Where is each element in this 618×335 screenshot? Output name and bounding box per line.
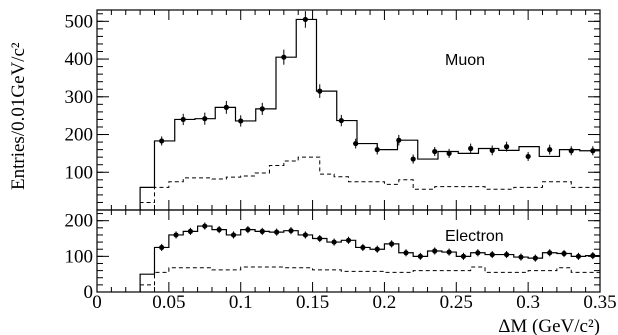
data-point <box>302 16 308 23</box>
data-point <box>288 228 294 234</box>
data-point <box>568 148 574 154</box>
x-tick-label: 0.3 <box>516 292 540 313</box>
y-tick-label: 200 <box>65 125 94 146</box>
data-point <box>561 250 567 257</box>
background-histogram <box>139 156 600 210</box>
data-point <box>245 227 251 233</box>
data-point <box>360 244 366 251</box>
data-point <box>475 250 481 256</box>
data-point <box>159 244 165 251</box>
data-point <box>180 116 186 123</box>
data-point <box>489 147 495 153</box>
data-point <box>173 232 179 238</box>
muon-panel-label: Muon <box>445 52 485 69</box>
data-point <box>202 116 208 122</box>
data-point <box>446 249 452 255</box>
x-tick-label: 0.15 <box>296 292 329 313</box>
y-axis-label: Entries/0.01GeV/c² <box>8 42 29 190</box>
data-point <box>525 153 531 160</box>
data-point <box>403 250 409 256</box>
data-point <box>317 235 323 242</box>
panel-frame <box>96 9 601 211</box>
data-point <box>389 241 395 247</box>
data-point <box>460 253 467 259</box>
data-point <box>353 140 359 147</box>
data-point <box>518 254 524 260</box>
y-tick-label: 300 <box>65 87 94 108</box>
y-tick-label: 100 <box>65 246 94 267</box>
data-point <box>274 229 280 235</box>
x-tick-label: 0.25 <box>440 292 473 313</box>
electron-panel-label: Electron <box>445 228 504 245</box>
panel-frame <box>96 209 601 293</box>
data-point <box>302 232 308 238</box>
data-point <box>503 251 510 258</box>
data-point <box>590 148 596 154</box>
data-point <box>446 150 452 156</box>
data-histogram <box>139 225 600 292</box>
data-point <box>532 255 538 261</box>
x-tick-label: 0.2 <box>373 292 397 313</box>
data-point <box>223 104 229 110</box>
data-point <box>590 253 596 259</box>
y-tick-label: 400 <box>65 49 94 70</box>
data-point <box>468 145 474 152</box>
y-tick-label: 500 <box>65 11 94 32</box>
data-point <box>489 251 495 258</box>
x-axis-label: ΔM (GeV/c²) <box>498 316 600 335</box>
data-point <box>396 137 402 143</box>
data-point <box>331 239 337 245</box>
data-point <box>575 253 582 259</box>
data-point <box>345 237 352 243</box>
x-tick-label: 0.35 <box>583 292 616 313</box>
data-point <box>216 227 222 233</box>
background-histogram <box>139 266 600 292</box>
data-point <box>432 148 438 155</box>
data-point <box>410 156 416 162</box>
data-point <box>159 138 165 144</box>
data-point <box>259 106 265 112</box>
x-axis: 0 0.05 0.1 0.15 0.2 0.25 0.3 0.35 <box>92 292 616 313</box>
data-point <box>238 118 244 124</box>
data-point <box>317 88 323 94</box>
data-point <box>338 117 344 124</box>
x-tick-label: 0.05 <box>152 292 185 313</box>
data-point <box>259 228 265 234</box>
data-point <box>503 144 510 150</box>
data-point <box>374 246 380 252</box>
data-point <box>187 228 194 234</box>
electron-panel: 0 100 200 <box>65 209 601 303</box>
y-tick-label: 200 <box>65 211 94 232</box>
muon-panel: 100 200 300 400 500 <box>65 9 601 211</box>
data-point <box>230 232 237 238</box>
data-point <box>417 253 423 259</box>
x-tick-label: 0 <box>92 292 102 313</box>
data-point <box>202 223 208 229</box>
data-point <box>432 248 438 254</box>
y-tick-label: 100 <box>65 162 94 183</box>
x-tick-label: 0.1 <box>229 292 253 313</box>
y-tick-label: 0 <box>84 282 94 303</box>
data-point <box>374 147 380 153</box>
data-point <box>547 250 553 256</box>
data-point <box>281 54 287 60</box>
data-point <box>547 147 553 153</box>
